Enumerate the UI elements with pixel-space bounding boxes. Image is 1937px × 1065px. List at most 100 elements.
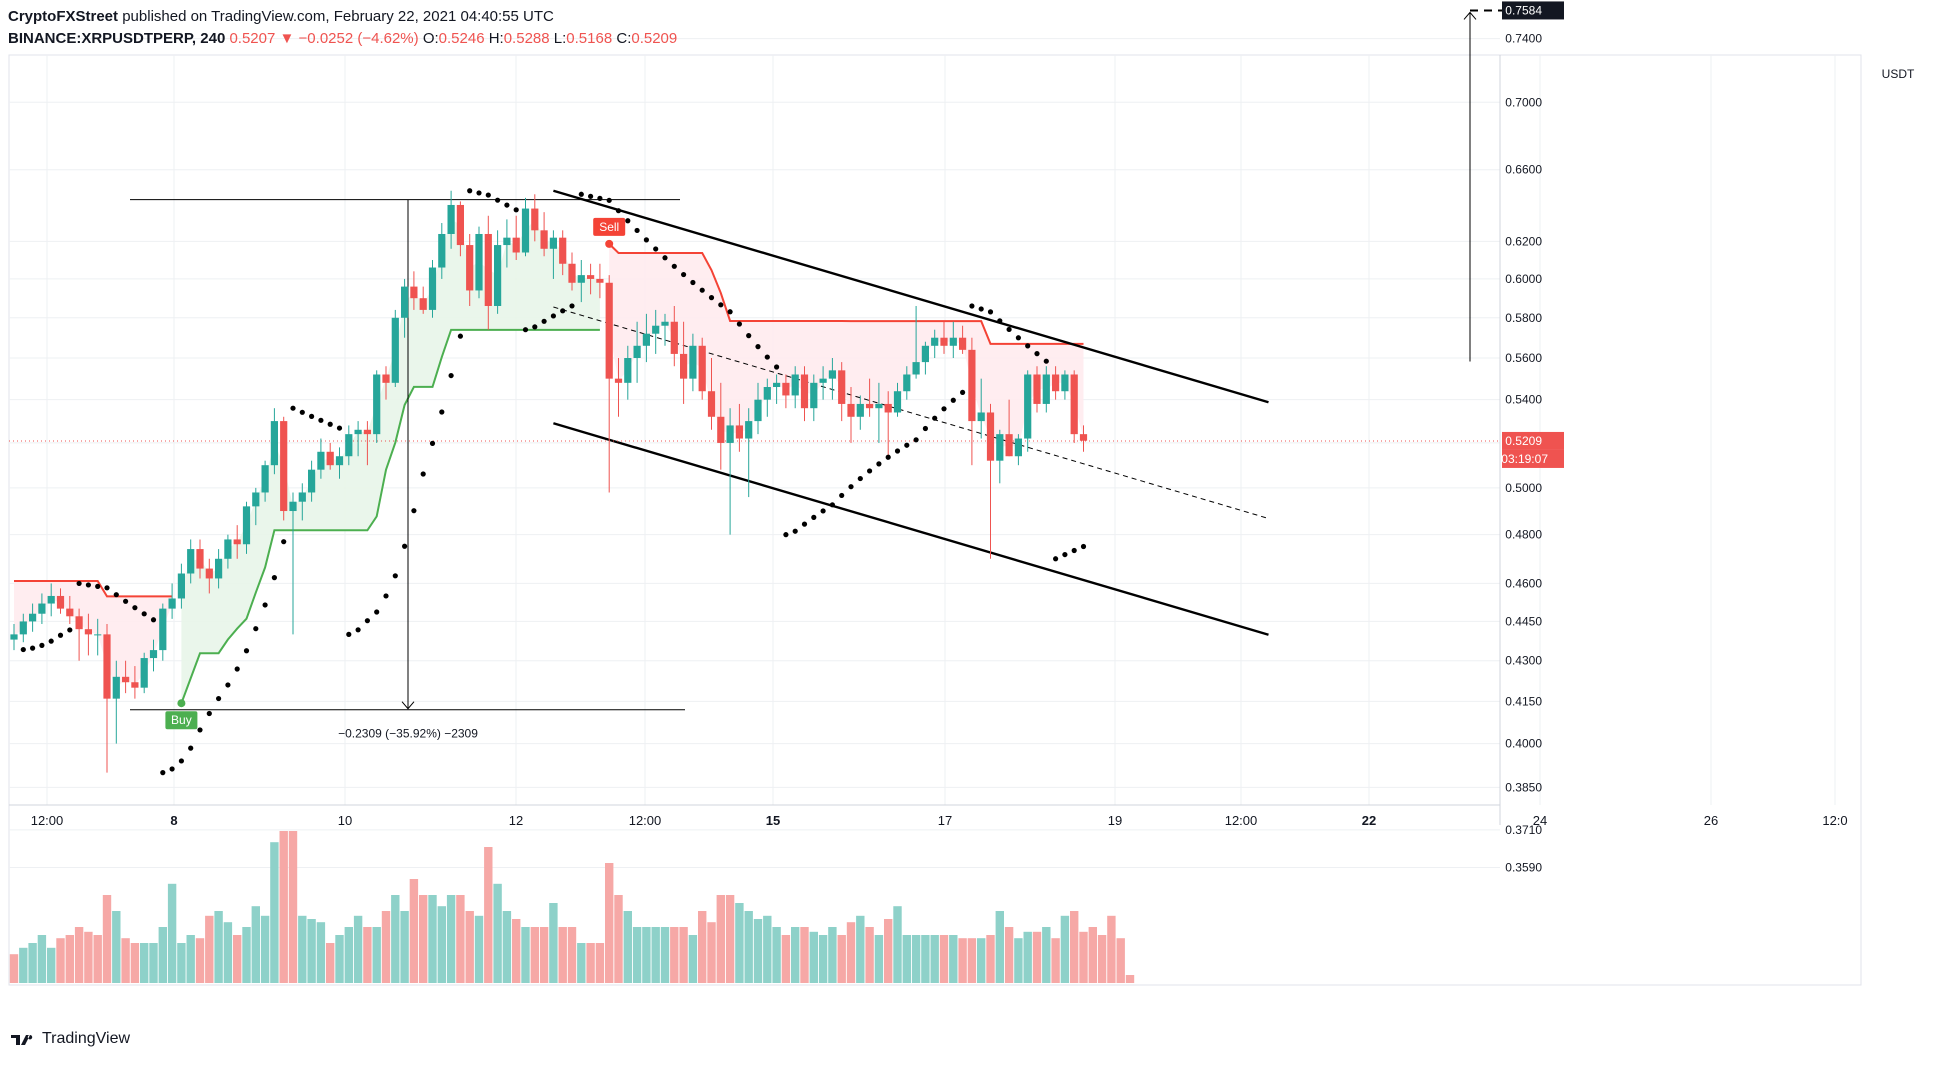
volume-bar [874, 935, 884, 983]
candle-body [549, 237, 557, 249]
sar-dot [522, 327, 529, 333]
countdown-label: 03:19:07 [1501, 452, 1548, 466]
candle-body [587, 275, 595, 279]
price-tick-label: 0.5600 [1505, 351, 1542, 365]
volume-bar [735, 903, 744, 983]
candle-body [456, 204, 464, 246]
price-axis[interactable]: 0.78000.74000.70000.66000.62000.60000.58… [1499, 0, 1915, 875]
sar-dot [485, 192, 491, 198]
sar-dot [1043, 358, 1049, 364]
sell-signal-label: Sell [599, 220, 619, 234]
candle-body [884, 403, 892, 413]
candle-body [670, 321, 678, 354]
sar-dot [67, 627, 73, 633]
channel-lower-line [553, 422, 1269, 636]
candle-body [968, 349, 976, 422]
candle-body [75, 616, 83, 630]
candle-body [559, 237, 567, 264]
symbol-label[interactable]: BINANCE:XRPUSDTPERP, 240 [8, 30, 226, 47]
low-label: L: [553, 30, 567, 47]
candle-body [642, 333, 650, 346]
price-unit-label: USDT [1882, 67, 1915, 81]
candle-body [531, 208, 539, 231]
sar-dot [690, 279, 696, 286]
price-tick-label: 0.3710 [1505, 823, 1542, 837]
volume-bar [1042, 927, 1051, 983]
volume-bar [577, 943, 586, 983]
sar-dot [987, 309, 994, 315]
volume-bar [186, 935, 195, 983]
volume-bar [121, 938, 130, 983]
volume-bar [911, 935, 921, 983]
sar-dot [48, 638, 54, 644]
sell-signal-dot [605, 239, 614, 248]
candle-body [140, 658, 148, 688]
sar-dot [336, 425, 343, 431]
candle-body [494, 245, 502, 306]
candle-body [224, 539, 232, 559]
volume-bar [549, 903, 558, 983]
sar-dot [615, 208, 622, 214]
candle-body [252, 492, 260, 507]
sar-dot [1025, 343, 1031, 349]
sar-dot [978, 306, 984, 312]
time-tick-label: 15 [766, 813, 780, 828]
sar-dot [1015, 335, 1022, 341]
close-label: C: [616, 30, 632, 47]
volume-bar [893, 906, 902, 983]
sar-dot [839, 492, 845, 499]
price-tick-label: 0.6000 [1505, 272, 1542, 286]
volume-bar [28, 943, 37, 983]
sar-dot [392, 573, 398, 579]
candle-body [717, 416, 725, 443]
volume-bar [800, 927, 809, 983]
open-value: 0.5246 [438, 30, 485, 47]
sar-dot [197, 727, 203, 733]
candle-body [261, 465, 269, 493]
volume-bar [270, 842, 279, 983]
volume-bar [65, 935, 74, 983]
sar-dot [504, 202, 510, 208]
target-price-label: 0.7584 [1505, 3, 1542, 17]
sar-dot [532, 324, 538, 330]
tradingview-logo-icon[interactable] [10, 1031, 36, 1047]
sar-dot [755, 344, 761, 350]
sar-dot [569, 303, 575, 309]
candle-body [810, 382, 818, 409]
candle-body [131, 682, 139, 688]
time-axis[interactable]: 12:00 8 10 12 12:00 15 17 19 12:00 22 24 26 12:0 [9, 804, 1848, 828]
volume-bar [707, 922, 716, 983]
sar-dot [355, 627, 361, 633]
volume-bar [623, 911, 632, 983]
publisher-name[interactable]: CryptoFXStreet [8, 8, 119, 25]
volume-bar [93, 935, 102, 983]
high-value: 0.5288 [503, 30, 550, 47]
time-tick-label: 19 [1108, 813, 1122, 828]
footer-brand[interactable]: TradingView [42, 1030, 131, 1047]
volume-bar [809, 931, 818, 983]
candle-body [47, 595, 55, 604]
volume-bar [595, 943, 605, 983]
footer: TradingView [10, 1030, 130, 1048]
sar-dot [550, 313, 557, 319]
sar-dot [346, 631, 352, 637]
sar-dot [132, 605, 138, 611]
open-label: O: [422, 30, 439, 47]
sar-dot [1053, 556, 1059, 562]
price-tick-label: 0.3590 [1505, 861, 1542, 875]
candle-body [698, 345, 706, 392]
price-tick-label: 0.5000 [1505, 481, 1542, 495]
sar-dot [867, 468, 873, 474]
sar-dot [1006, 326, 1012, 333]
candle-body [205, 568, 213, 579]
candle-body [187, 549, 195, 574]
sar-dot [476, 190, 482, 196]
volume-bar [679, 927, 688, 983]
volume-bar [493, 883, 502, 983]
volume-bar [632, 927, 642, 983]
volume-bar [949, 935, 958, 983]
candle-body [168, 598, 176, 609]
volume-bar [37, 935, 47, 983]
volume-bar [1116, 938, 1125, 983]
